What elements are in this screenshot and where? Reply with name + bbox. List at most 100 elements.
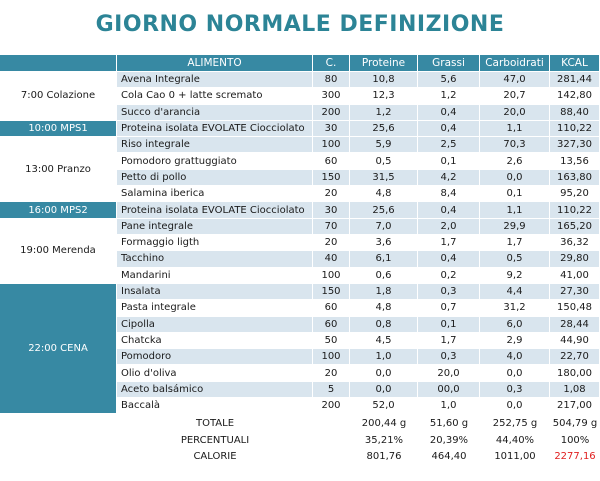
food-name: Pane integrale — [117, 218, 313, 235]
total-value: 100% — [560, 434, 590, 446]
value-cell: 29,9 — [480, 218, 550, 235]
value-cell: 6,0 — [480, 316, 550, 333]
value-cell: 217,00 — [550, 398, 600, 415]
value-cell: 5 — [313, 381, 350, 398]
value-cell: 0,0 — [480, 169, 550, 187]
value-cell: 0,1 — [418, 316, 480, 333]
value-cell: 12,3 — [350, 88, 418, 105]
value-cell: 1,8 — [350, 283, 418, 301]
total-label: TOTALE — [195, 418, 235, 430]
value-cell: 00,0 — [418, 381, 480, 398]
value-cell: 142,80 — [550, 88, 600, 105]
value-cell: 4,8 — [350, 186, 418, 203]
value-cell: 200 — [313, 398, 350, 415]
value-cell: 28,44 — [550, 316, 600, 333]
value-cell: 30 — [313, 120, 350, 138]
food-name: Formaggio ligth — [117, 235, 313, 252]
food-name: Succo d'arancia — [117, 104, 313, 121]
value-cell: 180,00 — [550, 365, 600, 382]
value-cell: 0,5 — [350, 153, 418, 170]
value-cell: 44,90 — [550, 332, 600, 350]
value-cell: 0,3 — [418, 349, 480, 366]
value-cell: 0,8 — [350, 316, 418, 333]
total-value: 504,79 g — [552, 418, 598, 430]
value-cell: 0,4 — [418, 120, 480, 138]
value-cell: 1,7 — [418, 235, 480, 252]
value-cell: 2,9 — [480, 332, 550, 350]
value-cell: 20 — [313, 365, 350, 382]
food-name: Cola Cao 0 + latte scremato — [117, 88, 313, 105]
value-cell: 9,2 — [480, 267, 550, 284]
value-cell: 0,0 — [350, 365, 418, 382]
value-cell: 30 — [313, 202, 350, 219]
value-cell: 31,5 — [350, 169, 418, 187]
value-cell: 25,6 — [350, 202, 418, 219]
value-cell: 88,40 — [550, 104, 600, 121]
value-cell: 1,7 — [418, 332, 480, 350]
meal-label: 13:00 Pranzo — [0, 137, 117, 203]
value-cell: 60 — [313, 300, 350, 317]
page-title: GIORNO NORMALE DEFINIZIONE — [95, 12, 505, 37]
value-cell: 13,56 — [550, 153, 600, 170]
value-cell: 4,5 — [350, 332, 418, 350]
total-value: 20,39% — [429, 434, 469, 446]
food-name: Riso integrale — [117, 137, 313, 154]
value-cell: 29,80 — [550, 251, 600, 268]
column-header: C. — [313, 55, 350, 72]
total-value: 51,60 g — [429, 418, 469, 430]
value-cell: 2,6 — [480, 153, 550, 170]
column-header: KCAL — [550, 55, 600, 72]
total-value: 801,76 — [366, 451, 402, 463]
value-cell: 1,1 — [480, 202, 550, 219]
value-cell: 60 — [313, 153, 350, 170]
value-cell: 0,4 — [418, 202, 480, 219]
total-label: PERCENTUALI — [180, 434, 250, 446]
value-cell: 0,7 — [418, 300, 480, 317]
value-cell: 150 — [313, 283, 350, 301]
value-cell: 5,9 — [350, 137, 418, 154]
meal-label: 10:00 MPS1 — [0, 120, 117, 138]
food-name: Tacchino — [117, 251, 313, 268]
meal-label: 7:00 Colazione — [0, 72, 117, 121]
value-cell: 0,1 — [480, 186, 550, 203]
total-value: 252,75 g — [492, 418, 538, 430]
value-cell: 0,0 — [480, 398, 550, 415]
value-cell: 150 — [313, 169, 350, 187]
header-cell — [0, 55, 117, 72]
food-name: Cipolla — [117, 316, 313, 333]
value-cell: 1,1 — [480, 120, 550, 138]
value-cell: 0,0 — [350, 381, 418, 398]
value-cell: 20 — [313, 235, 350, 252]
value-cell: 0,4 — [418, 251, 480, 268]
value-cell: 100 — [313, 349, 350, 366]
column-header: Grassi — [418, 55, 480, 72]
meal-label: 22:00 CENA — [0, 283, 117, 415]
value-cell: 10,8 — [350, 72, 418, 89]
value-cell: 2,5 — [418, 137, 480, 154]
food-name: Pomodoro grattuggiato — [117, 153, 313, 170]
total-label: CALORIE — [193, 451, 237, 463]
value-cell: 20,0 — [418, 365, 480, 382]
food-name: Aceto balsámico — [117, 381, 313, 398]
value-cell: 150,48 — [550, 300, 600, 317]
food-name: Petto di pollo — [117, 169, 313, 187]
food-name: Chatcka — [117, 332, 313, 350]
value-cell: 20,0 — [480, 104, 550, 121]
value-cell: 163,80 — [550, 169, 600, 187]
value-cell: 70,3 — [480, 137, 550, 154]
value-cell: 1,2 — [350, 104, 418, 121]
value-cell: 6,1 — [350, 251, 418, 268]
value-cell: 300 — [313, 88, 350, 105]
value-cell: 40 — [313, 251, 350, 268]
value-cell: 4,4 — [480, 283, 550, 301]
value-cell: 4,8 — [350, 300, 418, 317]
value-cell: 200 — [313, 104, 350, 121]
meal-label: 19:00 Merenda — [0, 218, 117, 284]
total-value: 200,44 g — [361, 418, 407, 430]
value-cell: 95,20 — [550, 186, 600, 203]
value-cell: 70 — [313, 218, 350, 235]
food-name: Olio d'oliva — [117, 365, 313, 382]
value-cell: 281,44 — [550, 72, 600, 89]
column-header: ALIMENTO — [117, 55, 313, 72]
value-cell: 27,30 — [550, 283, 600, 301]
